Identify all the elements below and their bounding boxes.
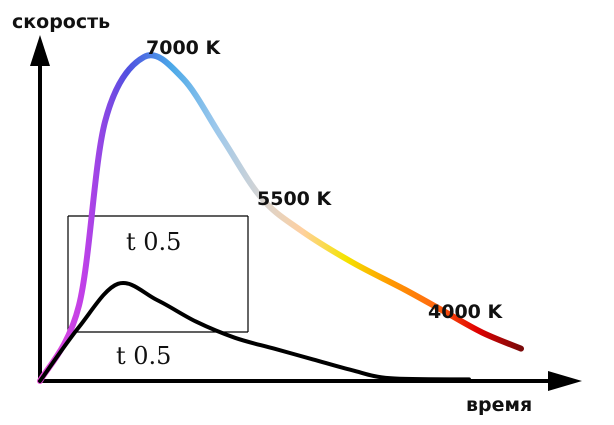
annotation-5500k: 5500 K (257, 188, 332, 210)
annotation-7000k: 7000 K (146, 37, 221, 59)
y-axis-arrow (30, 35, 50, 66)
half-time-label-top: t 0.5 (126, 228, 181, 256)
y-axis-label: скорость (12, 11, 110, 33)
black-curve (38, 280, 471, 383)
x-axis-arrow (548, 371, 582, 391)
x-axis-label: время (466, 394, 532, 416)
annotation-4000k: 4000 K (428, 301, 503, 323)
spectrum-curve (37, 52, 524, 384)
half-time-label-bottom: t 0.5 (116, 342, 171, 370)
